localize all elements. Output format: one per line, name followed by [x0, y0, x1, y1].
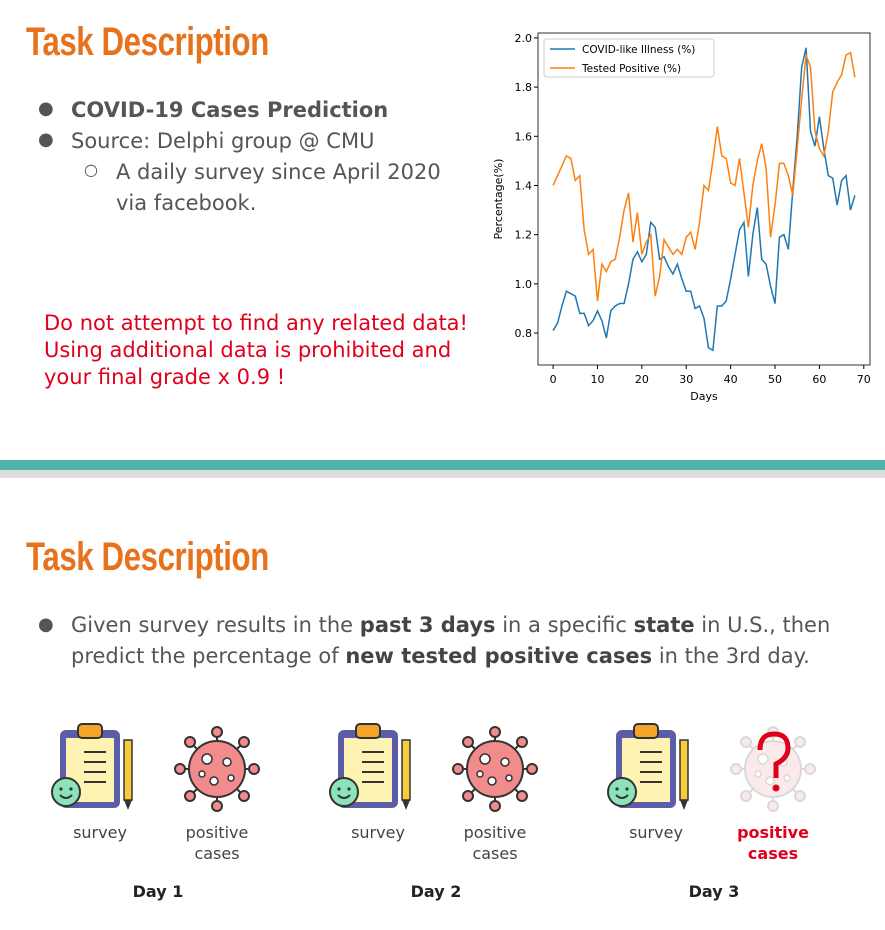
bullet: Given survey results in the past 3 days … [71, 610, 831, 672]
virus-icon [730, 726, 816, 812]
item-label: positive cases [463, 823, 527, 863]
bullet-run: in the 3rd day. [658, 644, 810, 668]
slide-title: Task Description [26, 20, 269, 64]
warning-line: Do not attempt to find any related data! [44, 311, 468, 335]
day-label: Day 2 [410, 882, 462, 901]
sub-bullet-dot: ○ [84, 160, 98, 179]
x-tick-label: 70 [857, 373, 871, 386]
sub-bullet: A daily survey since April 2020 via face… [116, 160, 441, 215]
item-label: survey [73, 823, 127, 842]
legend-label: Tested Positive (%) [581, 63, 681, 75]
bullet-run: in U.S., then predict the percentage of [71, 613, 831, 668]
x-tick-label: 0 [550, 373, 557, 386]
legend-label: COVID-like Illness (%) [582, 44, 695, 56]
y-tick-label: 1.8 [515, 81, 533, 94]
bullet-run: state [633, 613, 695, 637]
bullet-run: new tested positive cases [345, 644, 653, 668]
x-tick-label: 20 [635, 373, 649, 386]
virus-icon [452, 726, 538, 812]
day-icons [329, 723, 538, 812]
x-tick-label: 60 [812, 373, 826, 386]
slide-title: Task Description [26, 535, 269, 579]
survey-icon [51, 723, 133, 811]
x-tick-label: 10 [590, 373, 604, 386]
data-line [552, 51, 856, 302]
y-tick-label: 1.4 [515, 179, 533, 192]
bullet-run: Given survey results in the [71, 613, 354, 637]
y-tick-label: 1.0 [515, 278, 533, 291]
bullet-dot: ● [38, 98, 54, 119]
divider [0, 460, 885, 470]
day-label: Day 3 [688, 882, 740, 901]
x-tick-label: 40 [724, 373, 738, 386]
question-mark [772, 784, 780, 792]
day-icons [51, 723, 260, 812]
question-mark [757, 731, 791, 778]
warning-line: your final grade x 0.9 ! [44, 365, 286, 389]
x-axis-label: Days [690, 390, 718, 403]
bullet-dot: ● [38, 129, 54, 150]
bullet-run: in a specific [502, 613, 627, 637]
item-label: positive cases [185, 823, 249, 863]
y-tick-label: 0.8 [515, 327, 533, 340]
item-label: survey [351, 823, 405, 842]
divider [0, 470, 885, 478]
bullet: Source: Delphi group @ CMU [71, 129, 375, 153]
virus-icon [174, 726, 260, 812]
survey-icon [607, 723, 689, 811]
y-axis-label: Percentage(%) [492, 159, 505, 240]
plot-frame [537, 32, 871, 366]
survey-icon [329, 723, 411, 811]
item-label: positive cases [737, 823, 809, 863]
y-tick-label: 1.6 [515, 130, 533, 143]
day-icons [607, 723, 816, 812]
bullet: COVID-19 Cases Prediction [71, 98, 389, 122]
x-tick-label: 30 [679, 373, 693, 386]
x-tick-label: 50 [768, 373, 782, 386]
bullet-run: past 3 days [359, 613, 496, 637]
item-label: survey [629, 823, 683, 842]
legend-box [543, 38, 715, 78]
day-label: Day 1 [132, 882, 184, 901]
y-tick-label: 1.2 [515, 229, 533, 242]
data-line [552, 47, 856, 352]
warning-line: Using additional data is prohibited and [44, 338, 452, 362]
bullet-dot: ● [38, 614, 54, 635]
y-tick-label: 2.0 [515, 32, 533, 45]
